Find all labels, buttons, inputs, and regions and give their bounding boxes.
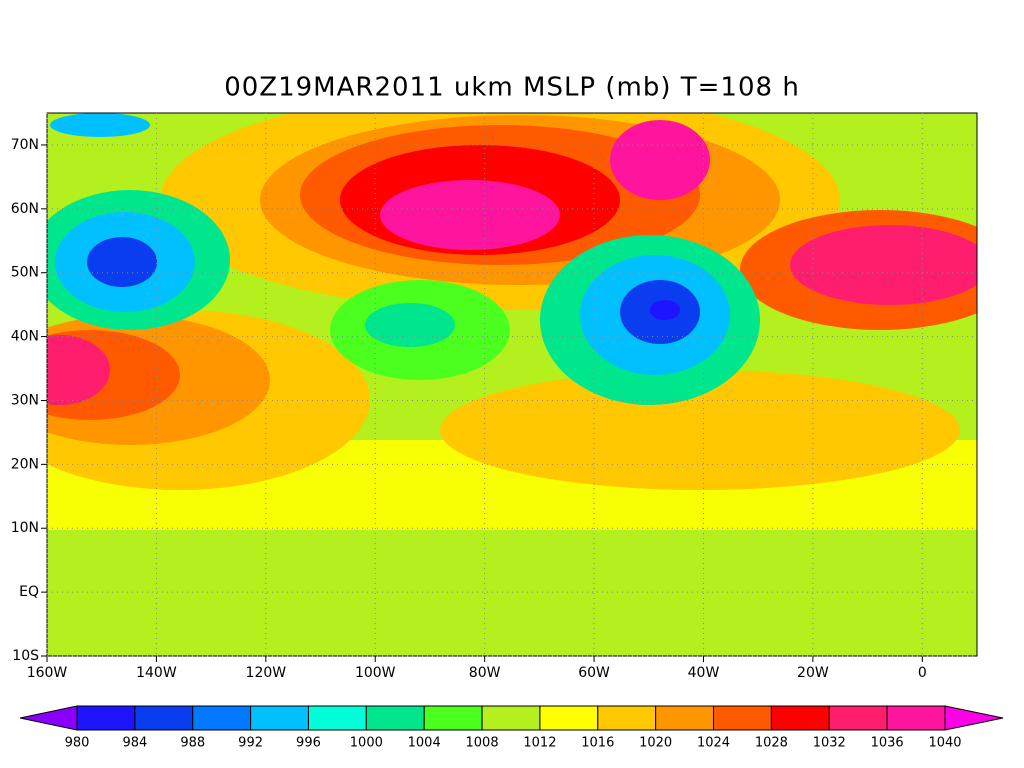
x-tick-label: 160W (27, 665, 68, 681)
colorbar-label: 1040 (928, 736, 961, 751)
colorbar-label: 996 (296, 736, 321, 751)
colorbar-segment (76, 705, 136, 731)
colorbar-segment (828, 705, 888, 731)
colorbar-segment (134, 705, 194, 731)
colorbar-segment (307, 705, 367, 731)
y-tick-label: 10N (11, 520, 39, 536)
colorbar-label: 1004 (408, 736, 441, 751)
colorbar-low-end (19, 705, 78, 731)
colorbar-label: 1028 (755, 736, 788, 751)
x-tick-label: 40W (688, 665, 720, 681)
colorbar-segment (192, 705, 252, 731)
colorbar-label: 1020 (639, 736, 672, 751)
colorbar-segment (250, 705, 309, 731)
colorbar-label: 980 (65, 736, 90, 751)
pressure-field (47, 113, 977, 656)
colorbar-label: 1008 (466, 736, 499, 751)
x-tick-label: 60W (578, 665, 610, 681)
x-tick-label: 20W (797, 665, 829, 681)
x-tick-label: 80W (469, 665, 501, 681)
colorbar-segment (713, 705, 772, 731)
colorbar-label: 988 (180, 736, 205, 751)
colorbar-segment (770, 705, 830, 731)
colorbar-segment (539, 705, 599, 731)
colorbar-segment (423, 705, 483, 731)
colorbar-label: 992 (238, 736, 263, 751)
title: 00Z19MAR2011 ukm MSLP (mb) T=108 h (224, 73, 800, 103)
colorbar-label: 1000 (350, 736, 383, 751)
y-tick-label: 10S (12, 648, 39, 664)
colorbar-segment (655, 705, 715, 731)
colorbar-label: 1012 (523, 736, 556, 751)
colorbar-segment (597, 705, 657, 731)
axes: 160W 140W 120W 100W 80W 60W 40W 20W 0 10S EQ 10N 20N… (11, 113, 977, 681)
y-tick-label: 70N (11, 137, 39, 153)
colorbar: 980 984 988 992 996 1000 1004 1008 1012 1016 1020 1… (19, 705, 1004, 751)
colorbar-label: 1032 (813, 736, 846, 751)
colorbar-label: 1024 (697, 736, 730, 751)
y-tick-label: 60N (11, 201, 39, 217)
y-tick-label: 20N (11, 456, 39, 472)
colorbar-high-end (944, 705, 1004, 731)
colorbar-label: 1036 (871, 736, 904, 751)
colorbar-segment (365, 705, 425, 731)
x-tick-label: 140W (136, 665, 177, 681)
colorbar-segment (481, 705, 541, 731)
y-tick-label: 50N (11, 265, 39, 281)
colorbar-label: 984 (122, 736, 147, 751)
x-tick-label: 0 (918, 665, 927, 681)
colorbar-label: 1016 (581, 736, 614, 751)
x-tick-label: 100W (355, 665, 396, 681)
y-tick-label: EQ (19, 584, 39, 600)
y-tick-label: 30N (11, 392, 39, 408)
colorbar-segment (886, 705, 946, 731)
y-tick-label: 40N (11, 329, 39, 345)
x-tick-label: 120W (246, 665, 287, 681)
